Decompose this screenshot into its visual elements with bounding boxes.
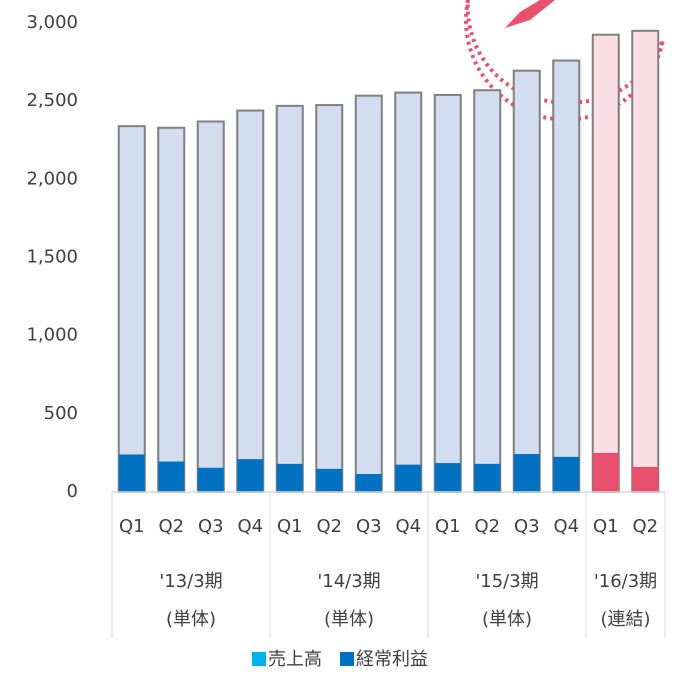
bar — [512, 69, 541, 493]
group-label: '16/3期 — [594, 571, 657, 592]
bar — [395, 464, 422, 492]
x-tick-label: Q1 — [593, 516, 619, 537]
y-tick-label: 2,500 — [26, 90, 78, 111]
bar — [592, 452, 619, 492]
group-note: (単体) — [482, 609, 532, 630]
x-tick-label: Q3 — [356, 516, 382, 537]
bar — [316, 468, 343, 492]
bar — [513, 454, 540, 492]
x-tick-label: Q4 — [395, 516, 421, 537]
x-tick-label: Q3 — [198, 516, 224, 537]
y-tick-label: 0 — [67, 481, 78, 502]
bar — [354, 94, 383, 493]
y-tick-label: 2,000 — [26, 168, 78, 189]
group-note: (単体) — [166, 609, 216, 630]
bar — [237, 459, 264, 492]
bar — [315, 104, 344, 493]
bar — [394, 91, 423, 494]
y-tick-label: 3,000 — [26, 12, 78, 33]
group-note: (連結) — [600, 609, 650, 630]
group-label: '14/3期 — [317, 571, 380, 592]
x-tick-label: Q2 — [474, 516, 500, 537]
x-tick-label: Q2 — [158, 516, 184, 537]
bar — [473, 89, 502, 494]
x-tick-label: Q4 — [553, 516, 579, 537]
bar — [632, 466, 659, 492]
legend-swatch — [340, 652, 354, 666]
bar — [276, 463, 303, 492]
bar — [196, 120, 225, 494]
bar — [591, 33, 620, 493]
bar — [197, 467, 224, 492]
bar — [433, 93, 462, 493]
group-label: '15/3期 — [475, 571, 538, 592]
x-tick-label: Q1 — [119, 516, 145, 537]
bar — [355, 474, 382, 492]
legend-label: 経常利益 — [356, 649, 428, 670]
y-tick-label: 500 — [44, 403, 78, 424]
legend-label: 売上高 — [268, 649, 322, 670]
x-tick-label: Q4 — [237, 516, 263, 537]
group-note: (単体) — [324, 609, 374, 630]
bar — [118, 454, 145, 492]
bar — [474, 463, 501, 492]
bar — [434, 463, 461, 492]
y-tick-label: 1,500 — [26, 247, 78, 268]
group-label: '13/3期 — [159, 571, 222, 592]
bar — [275, 104, 304, 494]
bar — [553, 456, 580, 492]
x-tick-label: Q2 — [316, 516, 342, 537]
x-tick-label: Q2 — [632, 516, 658, 537]
x-tick-label: Q3 — [514, 516, 540, 537]
bar — [552, 59, 581, 494]
bar — [236, 109, 265, 494]
bar — [631, 29, 660, 493]
legend-swatch — [252, 652, 266, 666]
bar — [117, 125, 146, 494]
x-tick-label: Q1 — [435, 516, 461, 537]
bar — [157, 126, 186, 493]
bar — [158, 461, 185, 492]
x-tick-label: Q1 — [277, 516, 303, 537]
y-tick-label: 1,000 — [26, 325, 78, 346]
